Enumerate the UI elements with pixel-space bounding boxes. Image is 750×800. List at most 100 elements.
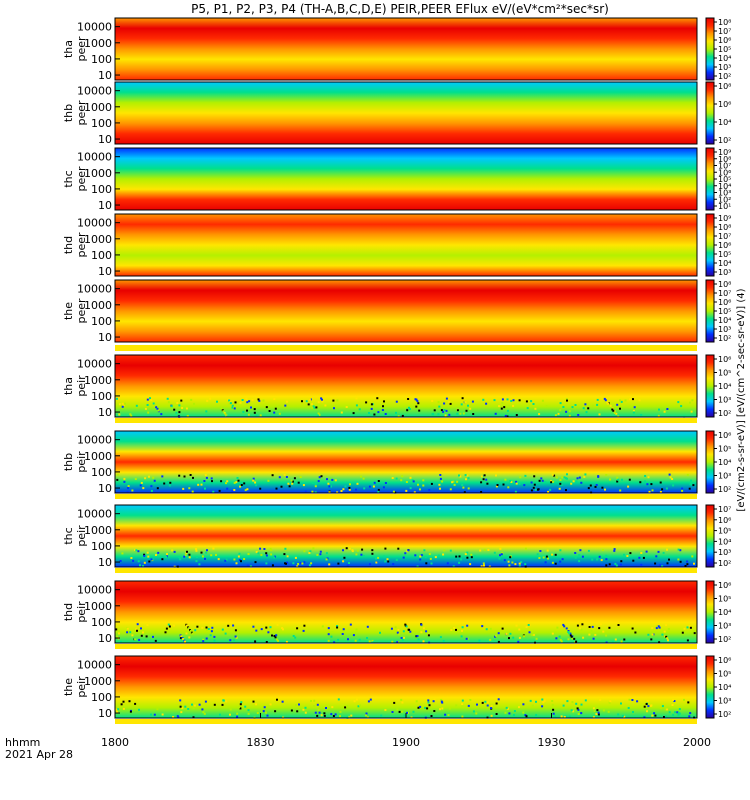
colorbar-tick-label: 10⁵ (718, 45, 731, 54)
colorbar-tick-label: 10⁷ (718, 289, 731, 298)
colorbar-tick-label: 10⁵ (718, 307, 731, 316)
probe-label: thd (62, 603, 75, 621)
colorbar-tick-label: 10³ (718, 548, 731, 557)
colorbar (705, 580, 715, 644)
panel-frame (114, 81, 698, 145)
colorbar-tick-label: 10⁶ (718, 241, 731, 250)
colorbar-tick-label: 10⁹ (718, 148, 731, 157)
y-tick-label: 10000 (77, 358, 112, 371)
colorbar-tick-label: 10⁸ (718, 155, 731, 164)
colorbar-tick-label: 10⁵ (718, 175, 731, 184)
colorbar-tick-label: 10⁴ (718, 458, 731, 467)
colorbar-tick-label: 10⁴ (718, 118, 731, 127)
figure-title: P5, P1, P2, P3, P4 (TH-A,B,C,D,E) PEIR,P… (191, 2, 609, 16)
y-tick-label: 1000 (84, 600, 112, 613)
colorbar (705, 430, 715, 494)
y-tick-label: 100 (91, 315, 112, 328)
panel-frame (114, 213, 698, 277)
spectrogram-image (115, 82, 697, 144)
y-tick-label: 10000 (77, 508, 112, 521)
colorbar-tick-label: 10³ (718, 697, 731, 706)
spectrogram-image (115, 581, 697, 643)
y-tick-label: 10 (98, 406, 112, 419)
panel-frame (114, 430, 698, 494)
colorbar-tick-label: 10⁵ (718, 445, 731, 454)
colorbar-tick-label: 10⁵ (718, 670, 731, 679)
colorbar-tick-label: 10⁴ (718, 382, 731, 391)
colorbar (705, 213, 715, 277)
colorbar-tick-label: 10⁸ (718, 18, 731, 27)
y-tick-label: 10000 (77, 151, 112, 164)
y-tick-label: 10 (98, 133, 112, 146)
colorbar-tick-label: 10⁴ (718, 537, 731, 546)
instrument-label: peir (75, 451, 88, 473)
noise-speckle (115, 698, 696, 719)
y-tick-label: 100 (91, 390, 112, 403)
instrument-label: peir (75, 525, 88, 547)
instrument-label: peer (75, 298, 88, 324)
colorbar-tick-label: 10⁶ (718, 298, 731, 307)
y-tick-label: 10000 (77, 283, 112, 296)
y-tick-label: 100 (91, 53, 112, 66)
probe-label: tha (62, 377, 75, 395)
y-tick-label: 1000 (84, 233, 112, 246)
colorbar-tick-label: 10² (718, 334, 731, 343)
colorbar-tick-label: 10² (718, 72, 731, 81)
panel-frame (114, 17, 698, 81)
colorbar-tick-label: 10³ (718, 325, 731, 334)
colorbar-tick-label: 10⁷ (718, 27, 731, 36)
x-tick-label: 1900 (392, 736, 420, 749)
colorbar-tick-label: 10⁵ (718, 369, 731, 378)
y-tick-label: 10 (98, 331, 112, 344)
y-tick-label: 10000 (77, 85, 112, 98)
probe-label: the (62, 302, 75, 320)
instrument-label: peir (75, 676, 88, 698)
panel-separator (115, 644, 697, 649)
spectrogram-image (115, 148, 697, 210)
colorbar-tick-label: 10³ (718, 189, 731, 198)
colorbar (705, 354, 715, 418)
colorbar (705, 81, 715, 145)
colorbar-tick-label: 10² (718, 485, 731, 494)
y-tick-label: 100 (91, 183, 112, 196)
y-tick-label: 100 (91, 540, 112, 553)
colorbar-tick-label: 10⁴ (718, 54, 731, 63)
y-tick-label: 100 (91, 249, 112, 262)
spectrogram-image (115, 280, 697, 342)
colorbar-tick-label: 10⁶ (718, 355, 731, 364)
y-tick-label: 10000 (77, 21, 112, 34)
y-tick-label: 10 (98, 199, 112, 212)
x-tick-label: 1830 (247, 736, 275, 749)
y-tick-label: 1000 (84, 37, 112, 50)
y-tick-label: 100 (91, 616, 112, 629)
y-tick-label: 1000 (84, 675, 112, 688)
colorbar-tick-label: 10² (718, 559, 731, 568)
colorbar-tick-label: 10³ (718, 622, 731, 631)
y-tick-label: 10 (98, 632, 112, 645)
y-tick-label: 1000 (84, 374, 112, 387)
y-tick-label: 10000 (77, 659, 112, 672)
y-tick-label: 1000 (84, 167, 112, 180)
y-tick-label: 100 (91, 691, 112, 704)
colorbar-tick-label: 10⁶ (718, 516, 731, 525)
y-tick-label: 10000 (77, 217, 112, 230)
instrument-label: peer (75, 100, 88, 126)
colorbar-tick-label: 10² (718, 409, 731, 418)
colorbar-tick-label: 10⁵ (718, 595, 731, 604)
y-tick-label: 100 (91, 466, 112, 479)
colorbar-tick-label: 10⁷ (718, 505, 731, 514)
y-tick-label: 10 (98, 482, 112, 495)
panel-separator (115, 494, 697, 499)
probe-label: thc (62, 527, 75, 544)
colorbar (705, 279, 715, 343)
colorbar-tick-label: 10² (718, 195, 731, 204)
colorbar-tick-label: 10³ (718, 63, 731, 72)
y-tick-label: 1000 (84, 101, 112, 114)
instrument-label: peir (75, 601, 88, 623)
